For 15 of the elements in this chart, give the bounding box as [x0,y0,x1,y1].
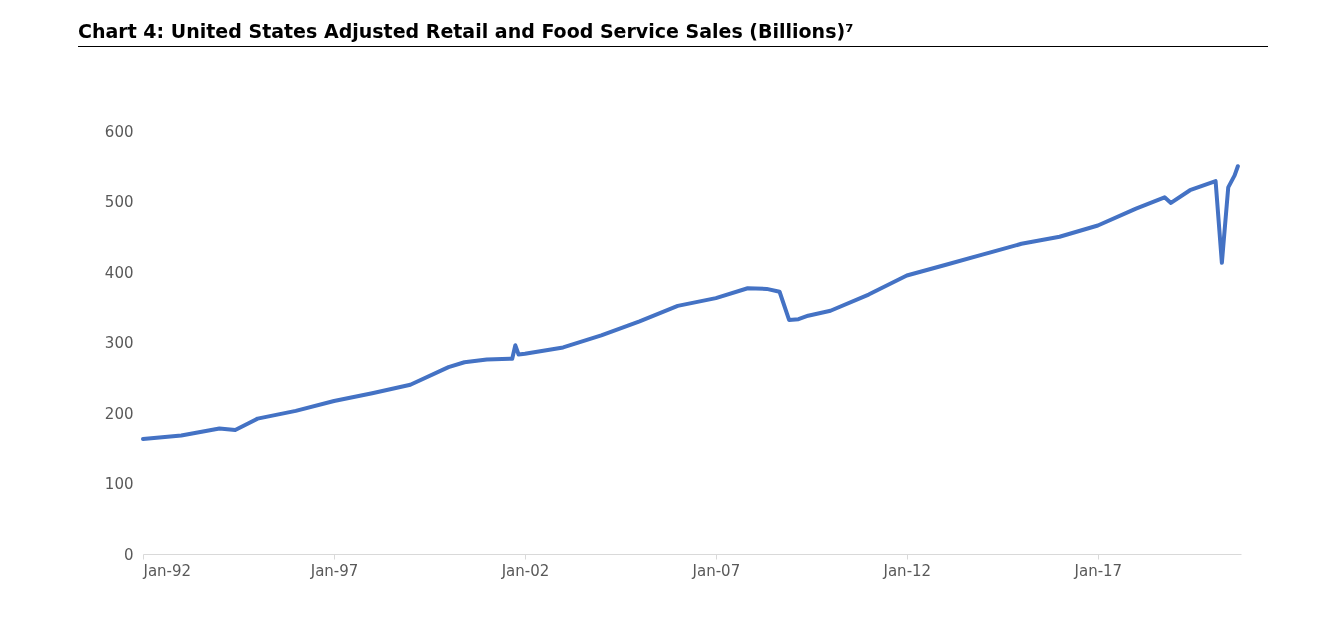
line-series [141,164,1240,442]
y-tick-label: 400 [104,263,134,282]
x-tick-label: Jan-97 [309,561,359,580]
chart-title: Chart 4: United States Adjusted Retail and Food Service Sales (Billions)⁷ [78,20,1268,47]
y-tick-label: 200 [104,404,134,423]
x-tick-label: Jan-02 [500,561,550,580]
y-tick-label: 0 [123,545,134,564]
x-tick-label: Jan-12 [882,561,932,580]
x-tick-label: Jan-17 [1073,561,1123,580]
y-tick-label: 300 [104,334,134,352]
x-tick-label: Jan-07 [691,561,741,580]
y-tick-label: 100 [104,475,134,493]
y-tick-label: 600 [104,122,134,141]
x-tick-label: Jan-92 [142,561,192,580]
y-tick-label: 500 [104,193,134,211]
